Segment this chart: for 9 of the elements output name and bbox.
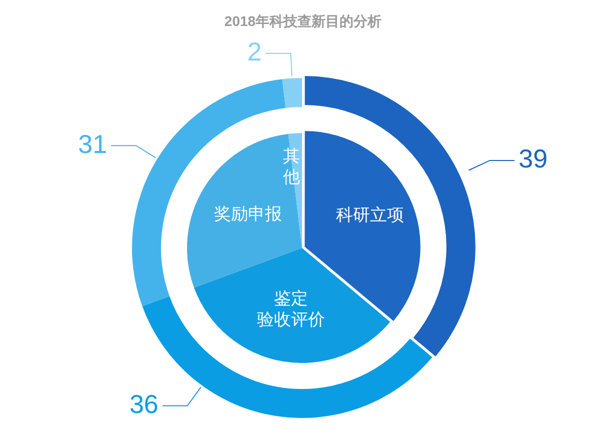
slice-label: 鉴定验收评价	[257, 289, 326, 330]
data-label: 36	[129, 388, 158, 419]
chart-title: 2018年科技查新目的分析	[223, 12, 383, 30]
slice-label: 科研立项	[336, 206, 404, 226]
slice-label: 奖励申报	[214, 204, 282, 224]
slice-label: 其他	[283, 146, 300, 188]
data-label: 31	[78, 128, 108, 159]
data-label: 39	[518, 144, 548, 174]
data-label: 2	[247, 36, 262, 66]
